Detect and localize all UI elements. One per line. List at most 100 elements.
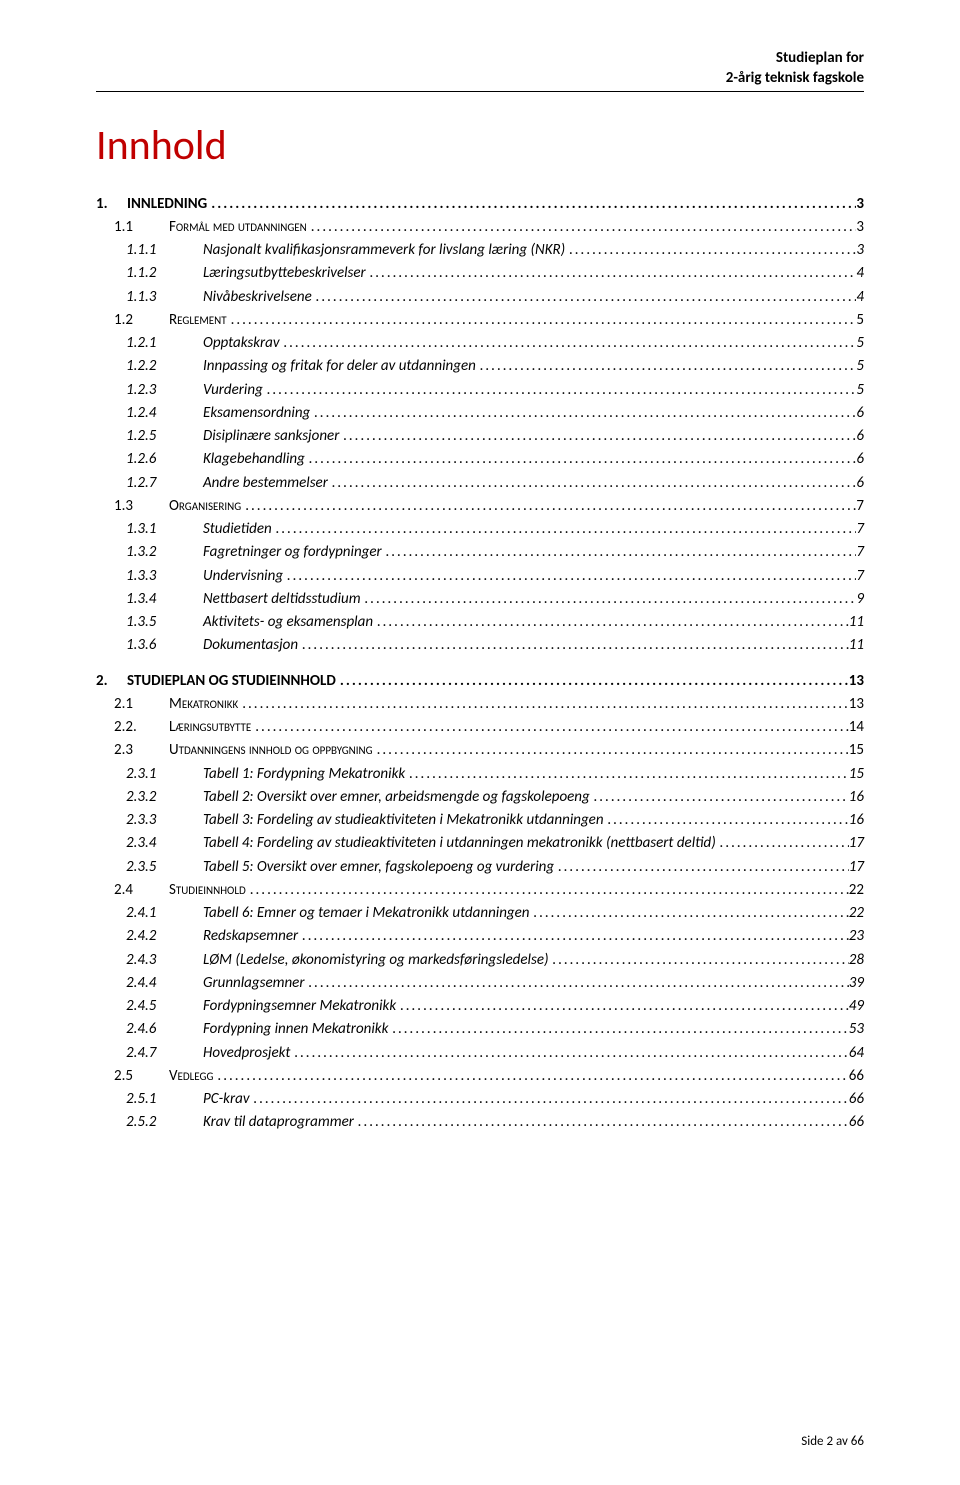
- toc-entry-number: 2.4.4: [96, 972, 200, 995]
- toc-entry: 1.2Reglement5: [96, 309, 864, 332]
- toc-entry-number: 1.: [96, 193, 124, 216]
- toc-entry: 2.4.4Grunnlagsemner39: [96, 972, 864, 995]
- toc-entry: 1.2.7Andre bestemmelser6: [96, 472, 864, 495]
- toc-entry-page: 16: [849, 809, 864, 832]
- toc-entry-page: 11: [849, 634, 864, 657]
- toc-leader-dots: [238, 693, 849, 716]
- toc-entry-page: 15: [849, 763, 864, 786]
- toc-entry-number: 2.4.6: [96, 1018, 200, 1041]
- table-of-contents: 1.INNLEDNING31.1Formål med utdanningen31…: [96, 193, 864, 1135]
- toc-entry-label: Nasjonalt kvalifikasjonsrammeverk for li…: [200, 239, 565, 262]
- toc-entry-number: 2.2.: [96, 716, 166, 739]
- toc-entry-label: Tabell 3: Fordeling av studieaktiviteten…: [200, 809, 604, 832]
- toc-entry-label: Krav til dataprogrammer: [200, 1111, 354, 1134]
- toc-entry-page: 5: [856, 332, 864, 355]
- toc-entry-page: 49: [849, 995, 864, 1018]
- toc-entry: 1.3Organisering7: [96, 495, 864, 518]
- toc-leader-dots: [590, 786, 849, 809]
- toc-entry-number: 1.3.1: [96, 518, 200, 541]
- header-line-1: Studieplan for: [96, 48, 864, 68]
- toc-entry-page: 66: [849, 1111, 864, 1134]
- toc-entry-page: 3: [856, 193, 864, 216]
- toc-entry-label: Tabell 4: Fordeling av studieaktiviteten…: [200, 832, 716, 855]
- toc-entry-label: Tabell 5: Oversikt over emner, fagskolep…: [200, 856, 554, 879]
- toc-entry-number: 2.3.4: [96, 832, 200, 855]
- toc-entry: 2.4.1Tabell 6: Emner og temaer i Mekatro…: [96, 902, 864, 925]
- toc-entry-label: Fordypning innen Mekatronikk: [200, 1018, 388, 1041]
- toc-entry-label: LØM (Ledelse, økonomistyring og markedsf…: [200, 949, 549, 972]
- toc-entry-label: Tabell 1: Fordypning Mekatronikk: [200, 763, 405, 786]
- toc-leader-dots: [298, 634, 849, 657]
- toc-entry-page: 3: [856, 216, 864, 239]
- toc-entry: 2.5.1PC-krav66: [96, 1088, 864, 1111]
- toc-entry-number: 1.2.6: [96, 448, 200, 471]
- toc-entry: 2.STUDIEPLAN OG STUDIEINNHOLD13: [96, 670, 864, 693]
- toc-leader-dots: [405, 763, 849, 786]
- toc-entry-number: 1.3.4: [96, 588, 200, 611]
- toc-entry-page: 14: [849, 716, 864, 739]
- toc-entry-label: Studietiden: [200, 518, 272, 541]
- toc-entry-label: Andre bestemmelser: [200, 472, 328, 495]
- toc-entry-number: 2.4: [96, 879, 166, 902]
- toc-entry-number: 1.1: [96, 216, 166, 239]
- toc-entry-number: 1.3.5: [96, 611, 200, 634]
- toc-entry-number: 2.4.2: [96, 925, 200, 948]
- toc-entry-label: Undervisning: [200, 565, 283, 588]
- toc-entry-page: 66: [849, 1088, 864, 1111]
- toc-leader-dots: [476, 355, 857, 378]
- toc-entry-label: Innpassing og fritak for deler av utdann…: [200, 355, 476, 378]
- toc-entry-number: 1.3.2: [96, 541, 200, 564]
- toc-leader-dots: [716, 832, 849, 855]
- toc-entry-label: Redskapsemner: [200, 925, 298, 948]
- toc-entry-page: 5: [856, 379, 864, 402]
- toc-entry-number: 1.2.2: [96, 355, 200, 378]
- toc-entry: 1.1.2Læringsutbyttebeskrivelser4: [96, 262, 864, 285]
- toc-entry-number: 2.4.5: [96, 995, 200, 1018]
- toc-entry: 2.3.1Tabell 1: Fordypning Mekatronikk15: [96, 763, 864, 786]
- toc-leader-dots: [604, 809, 849, 832]
- toc-entry-number: 2.3.5: [96, 856, 200, 879]
- toc-entry-number: 1.2.5: [96, 425, 200, 448]
- toc-entry: 2.5Vedlegg66: [96, 1065, 864, 1088]
- toc-leader-dots: [354, 1111, 849, 1134]
- toc-entry-page: 17: [849, 832, 864, 855]
- toc-leader-dots: [290, 1042, 848, 1065]
- toc-entry-label: STUDIEPLAN OG STUDIEINNHOLD: [124, 670, 336, 693]
- toc-entry: 1.2.2Innpassing og fritak for deler av u…: [96, 355, 864, 378]
- toc-leader-dots: [373, 739, 849, 762]
- toc-entry-page: 17: [849, 856, 864, 879]
- toc-leader-dots: [305, 972, 849, 995]
- toc-leader-dots: [382, 541, 857, 564]
- toc-entry: 2.3Utdanningens innhold og oppbygning15: [96, 739, 864, 762]
- toc-entry: 1.3.2Fagretninger og fordypninger7: [96, 541, 864, 564]
- header-divider: [96, 91, 864, 92]
- toc-entry-label: Formål med utdanningen: [166, 216, 307, 239]
- toc-entry-page: 5: [856, 309, 864, 332]
- toc-leader-dots: [280, 332, 857, 355]
- toc-leader-dots: [307, 216, 857, 239]
- toc-leader-dots: [227, 309, 857, 332]
- toc-entry-page: 22: [849, 879, 864, 902]
- toc-leader-dots: [312, 286, 857, 309]
- toc-entry-label: Vedlegg: [166, 1065, 213, 1088]
- toc-leader-dots: [549, 949, 849, 972]
- toc-entry-page: 28: [849, 949, 864, 972]
- toc-entry-number: 1.3.3: [96, 565, 200, 588]
- toc-entry-page: 5: [856, 355, 864, 378]
- toc-entry: 2.1Mekatronikk13: [96, 693, 864, 716]
- document-page: Studieplan for 2-årig teknisk fagskole I…: [0, 0, 960, 1485]
- toc-entry: 1.2.3Vurdering5: [96, 379, 864, 402]
- page-header: Studieplan for 2-årig teknisk fagskole: [96, 48, 864, 89]
- toc-entry-number: 1.2.4: [96, 402, 200, 425]
- toc-leader-dots: [339, 425, 856, 448]
- toc-entry-page: 16: [849, 786, 864, 809]
- toc-entry-page: 6: [856, 402, 864, 425]
- toc-entry-label: Aktivitets- og eksamensplan: [200, 611, 373, 634]
- toc-leader-dots: [298, 925, 849, 948]
- toc-entry: 1.3.5Aktivitets- og eksamensplan11: [96, 611, 864, 634]
- toc-entry-label: Fagretninger og fordypninger: [200, 541, 382, 564]
- toc-entry: 1.3.4Nettbasert deltidsstudium9: [96, 588, 864, 611]
- toc-entry: 1.3.6Dokumentasjon11: [96, 634, 864, 657]
- toc-entry-label: Tabell 2: Oversikt over emner, arbeidsme…: [200, 786, 590, 809]
- toc-entry-number: 2.4.7: [96, 1042, 200, 1065]
